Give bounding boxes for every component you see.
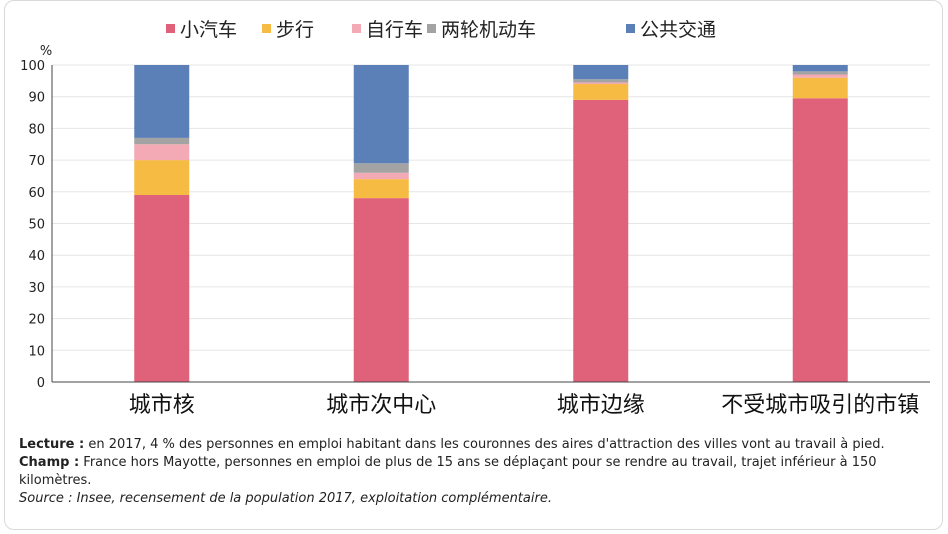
x-category-label: 城市边缘 — [557, 393, 645, 418]
bar-segment — [792, 77, 848, 99]
champ-note: Champ : France hors Mayotte, personnes e… — [19, 454, 934, 490]
legend-item: 公共交通 — [626, 14, 716, 42]
legend-item: 自行车 — [352, 14, 423, 42]
stacked-bar-chart: 0 10 20 30 40 50 60 70 80 90 100% 城市核 城市次中心 城市边缘 不受城市吸… — [20, 44, 930, 418]
y-tick-label: 70 — [28, 154, 45, 169]
bar-segment — [573, 82, 629, 85]
bar-segment — [792, 71, 848, 75]
y-tick-label: 20 — [28, 313, 45, 328]
legend-item: 两轮机动车 — [427, 14, 536, 42]
bar-segment — [134, 194, 190, 382]
x-category-label: 不受城市吸引的市镇 — [721, 393, 919, 418]
x-category-label: 城市次中心 — [326, 393, 436, 418]
bar-segment — [353, 179, 409, 199]
legend-swatch — [427, 23, 436, 33]
bar-segment — [573, 99, 629, 383]
bar-segment — [353, 198, 409, 382]
y-axis-unit: % — [40, 44, 52, 59]
y-tick-label: 10 — [28, 344, 45, 359]
legend-label: 两轮机动车 — [441, 18, 537, 41]
bar-segment — [353, 163, 409, 173]
x-category-label: 城市核 — [129, 393, 195, 418]
legend-item: 步行 — [262, 14, 314, 42]
y-tick-label: 100 — [20, 59, 45, 74]
legend-label: 公共交通 — [640, 18, 717, 41]
y-tick-label: 0 — [37, 376, 45, 391]
bar-segment — [353, 172, 409, 180]
bar-segment — [573, 65, 629, 80]
legend-label: 自行车 — [366, 18, 424, 41]
champ-label: Champ : — [19, 455, 80, 470]
legend-swatch — [166, 23, 175, 33]
legend-label: 步行 — [276, 18, 315, 41]
lecture-label: Lecture : — [19, 437, 85, 452]
bar-segment — [134, 144, 190, 161]
legend: 小汽车 步行 自行车 两轮机动车 公共交通 — [0, 14, 948, 42]
y-tick-label: 90 — [28, 91, 45, 106]
bar-segment — [792, 98, 848, 382]
bar-segment — [573, 84, 629, 100]
legend-item: 小汽车 — [166, 14, 237, 42]
legend-swatch — [352, 23, 361, 33]
champ-text: France hors Mayotte, personnes en emploi… — [19, 455, 877, 488]
bar-segment — [792, 65, 848, 72]
legend-label: 小汽车 — [180, 18, 238, 41]
y-tick-label: 50 — [28, 218, 45, 233]
legend-swatch — [262, 23, 271, 33]
chart-notes: Lecture : en 2017, 4 % des personnes en … — [19, 436, 934, 508]
lecture-text: en 2017, 4 % des personnes en emploi hab… — [84, 437, 885, 452]
legend-swatch — [626, 23, 635, 33]
bar-segment — [573, 79, 629, 83]
bar-segment — [134, 137, 190, 145]
bar-segment — [353, 65, 409, 164]
bar-segment — [134, 160, 190, 195]
y-tick-label: 30 — [28, 281, 45, 296]
y-tick-label: 40 — [28, 249, 45, 264]
bar-segment — [792, 74, 848, 78]
source-note: Source : Insee, recensement de la popula… — [19, 491, 552, 506]
lecture-note: Lecture : en 2017, 4 % des personnes en … — [19, 436, 934, 454]
bar-segment — [134, 65, 190, 138]
y-tick-label: 80 — [28, 122, 45, 137]
y-tick-label: 60 — [28, 186, 45, 201]
